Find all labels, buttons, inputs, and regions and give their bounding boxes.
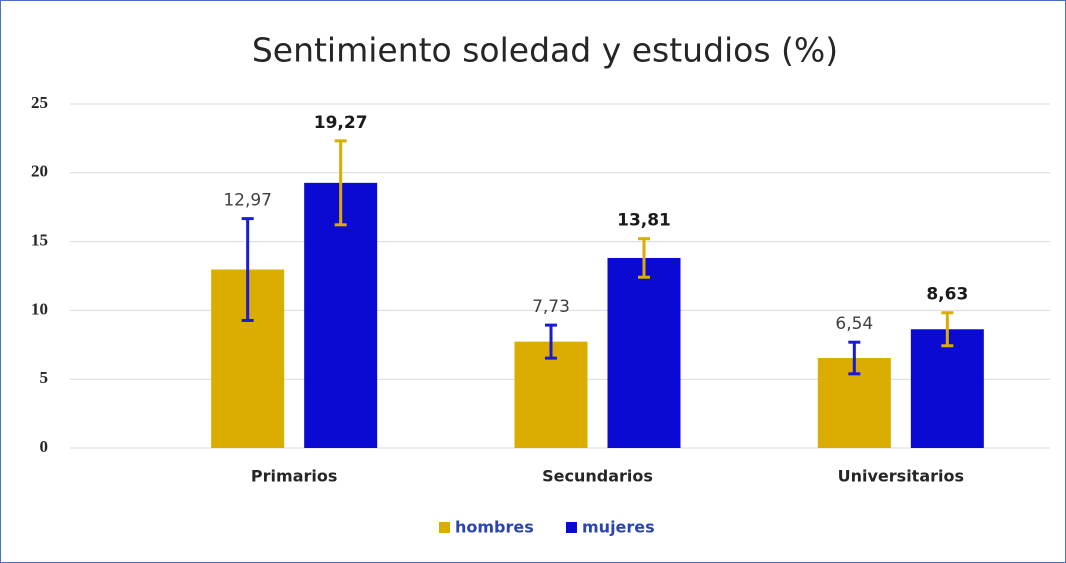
x-tick-label: Primarios [251, 467, 337, 486]
data-label: 13,81 [617, 211, 671, 231]
data-label: 8,63 [926, 285, 968, 305]
y-tick-label: 10 [31, 299, 48, 318]
x-tick-label: Universitarios [838, 467, 964, 486]
y-tick-label: 15 [31, 231, 48, 250]
y-tick-label: 25 [31, 93, 48, 112]
chart-title: Sentimiento soledad y estudios (%) [252, 31, 838, 70]
data-label: 12,97 [223, 191, 272, 211]
bar [607, 257, 681, 448]
y-tick-label: 20 [31, 162, 48, 181]
legend-swatch [566, 522, 577, 533]
legend-label: hombres [455, 518, 534, 537]
legend-swatch [439, 522, 450, 533]
legend-label: mujeres [582, 518, 655, 537]
data-label: 19,27 [314, 113, 368, 133]
x-tick-label: Secundarios [542, 467, 653, 486]
y-tick-label: 0 [40, 437, 49, 456]
y-tick-label: 5 [40, 368, 49, 387]
bar [910, 329, 984, 448]
data-label: 7,73 [532, 297, 570, 317]
bar [304, 182, 378, 449]
data-label: 6,54 [835, 314, 873, 334]
